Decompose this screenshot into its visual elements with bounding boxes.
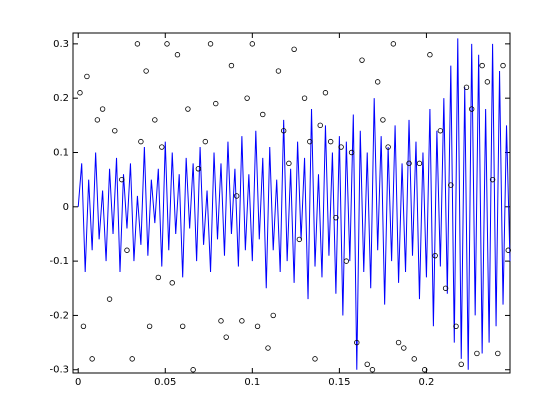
scatter-point <box>484 79 491 85</box>
scatter-point <box>112 128 118 134</box>
scatter-point <box>301 95 308 101</box>
scatter-point <box>343 258 350 264</box>
scatter-point <box>369 367 376 373</box>
scatter-point <box>119 176 125 183</box>
scatter-point <box>146 323 153 329</box>
x-tick-label: 0.05 <box>154 377 176 388</box>
scatter-point <box>380 117 386 123</box>
scatter-point <box>223 334 229 340</box>
scatter-point <box>385 144 391 150</box>
scatter-point <box>416 160 423 167</box>
scatter-point <box>479 62 485 69</box>
scatter-point <box>500 62 506 69</box>
scatter-point <box>249 41 256 47</box>
scatter-point <box>254 323 261 329</box>
scatter-point <box>195 166 202 172</box>
scatter-point <box>448 182 454 188</box>
x-tick-label: 0.15 <box>328 377 350 388</box>
scatter-point <box>124 247 130 253</box>
x-tick-label: 0.1 <box>244 377 260 388</box>
x-tick-label: 0 <box>75 377 81 388</box>
scatter-point <box>322 90 329 96</box>
scatter-point <box>280 128 287 134</box>
scatter-point <box>129 356 135 362</box>
scatter-point <box>395 339 402 346</box>
scatter-point <box>80 323 87 329</box>
scatter-point <box>84 73 90 80</box>
scatter-point <box>359 57 365 63</box>
scatter-point <box>354 339 360 346</box>
scatter-point <box>275 68 282 74</box>
scatter-point <box>244 95 250 101</box>
scatter-point <box>233 193 240 199</box>
scatter-point <box>134 41 141 47</box>
scatter-point <box>260 111 266 118</box>
y-tick-label: 0.3 <box>53 39 69 50</box>
scatter-point <box>406 160 412 167</box>
scatter-point <box>286 160 292 167</box>
scatter-point <box>106 296 113 302</box>
scatter-point <box>463 84 470 91</box>
scatter-point <box>169 280 175 286</box>
scatter-point <box>174 52 181 58</box>
scatter-point <box>495 350 501 357</box>
scatter-point <box>317 122 323 129</box>
scatter-point <box>333 214 339 221</box>
scatter-point <box>179 323 186 329</box>
scatter-point <box>374 79 381 85</box>
y-tick-label: 0.2 <box>53 93 69 104</box>
scatter-point <box>213 100 219 107</box>
scatter-point <box>77 90 83 96</box>
scatter-point <box>432 252 438 259</box>
scatter-point <box>390 41 397 47</box>
y-tick-label: -0.2 <box>49 310 69 321</box>
scatter-point <box>159 144 165 150</box>
y-tick-label: -0.1 <box>49 256 69 267</box>
x-tick-label: 0.2 <box>418 377 434 388</box>
scatter-point <box>307 138 313 145</box>
scatter-point <box>202 138 209 145</box>
y-tick-label: 0.1 <box>53 147 69 158</box>
scatter-point <box>152 117 158 123</box>
scatter-point <box>228 62 235 69</box>
y-tick-label: -0.3 <box>49 365 69 376</box>
scatter-point <box>265 345 271 351</box>
scatter-point <box>474 350 480 357</box>
scatter-point <box>190 367 196 373</box>
scatter-point <box>89 356 95 362</box>
scatter-point <box>270 312 276 319</box>
scatter-point <box>453 323 459 329</box>
scatter-point <box>427 52 433 58</box>
y-tick-label: 0 <box>63 202 69 213</box>
signal-line <box>77 38 511 370</box>
scatter-point <box>218 318 224 324</box>
scatter-point <box>99 106 106 112</box>
scatter-point <box>164 41 170 47</box>
scatter-point <box>143 68 149 74</box>
scatter-point <box>338 144 344 150</box>
scatter-point <box>239 318 245 324</box>
scatter-point <box>505 247 511 253</box>
scatter-point <box>185 106 191 112</box>
scatter-point <box>442 285 449 291</box>
scatter-point <box>207 41 214 47</box>
scatter-point <box>421 367 428 373</box>
scatter-point <box>155 274 162 281</box>
scatter-point <box>138 138 144 145</box>
scatter-point <box>348 149 355 156</box>
scatter-point <box>94 117 101 123</box>
scatter-point <box>411 356 417 362</box>
scatter-point <box>312 356 318 362</box>
scatter-point <box>468 106 475 112</box>
scatter-point <box>489 176 496 183</box>
scatter-point <box>401 345 407 351</box>
scatter-point <box>327 138 334 145</box>
scatter-point <box>458 361 464 368</box>
scatter-point <box>291 46 297 52</box>
scatter-point <box>437 128 444 134</box>
scatter-point <box>296 236 303 243</box>
scatter-point <box>364 361 370 368</box>
